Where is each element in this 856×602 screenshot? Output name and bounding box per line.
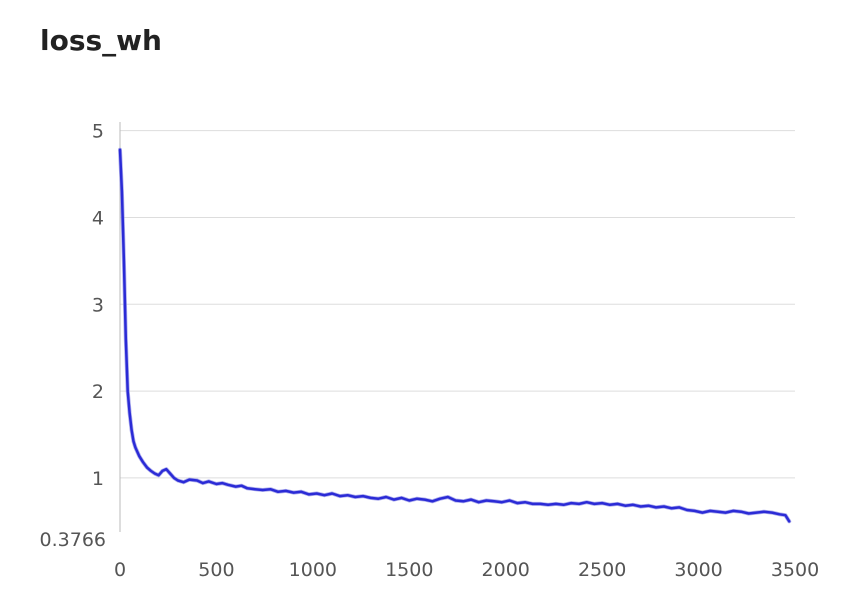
x-tick-label: 1000	[289, 559, 337, 581]
x-tick-label: 2500	[578, 559, 626, 581]
y-tick-label: 4	[92, 207, 104, 229]
y-tick-label: 5	[92, 121, 104, 143]
x-tick-label: 1500	[385, 559, 433, 581]
x-tick-label: 500	[198, 559, 234, 581]
y-tick-label: 1	[92, 468, 104, 490]
y-tick-label: 2	[92, 381, 104, 403]
x-tick-label: 3000	[674, 559, 722, 581]
chart-title: loss_wh	[40, 24, 162, 57]
x-tick-label: 2000	[482, 559, 530, 581]
x-tick-label: 0	[114, 559, 126, 581]
series-line	[118, 148, 791, 523]
x-tick-label: 3500	[771, 559, 819, 581]
series-line-raw	[118, 147, 792, 524]
y-min-label: 0.3766	[40, 529, 106, 551]
y-tick-label: 3	[92, 294, 104, 316]
